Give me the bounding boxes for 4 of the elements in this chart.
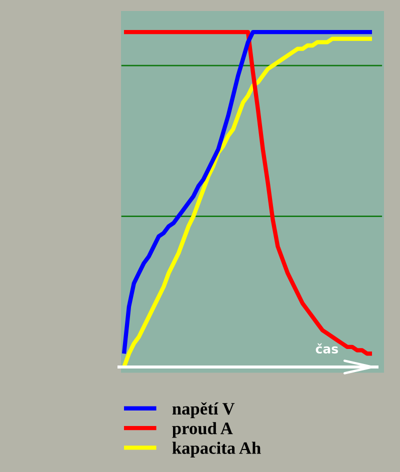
legend-label: kapacita Ah	[172, 442, 261, 458]
legend-label: napětí V	[172, 402, 235, 418]
x-axis-title: čas	[316, 343, 338, 354]
legend-label: proud A	[172, 422, 233, 438]
